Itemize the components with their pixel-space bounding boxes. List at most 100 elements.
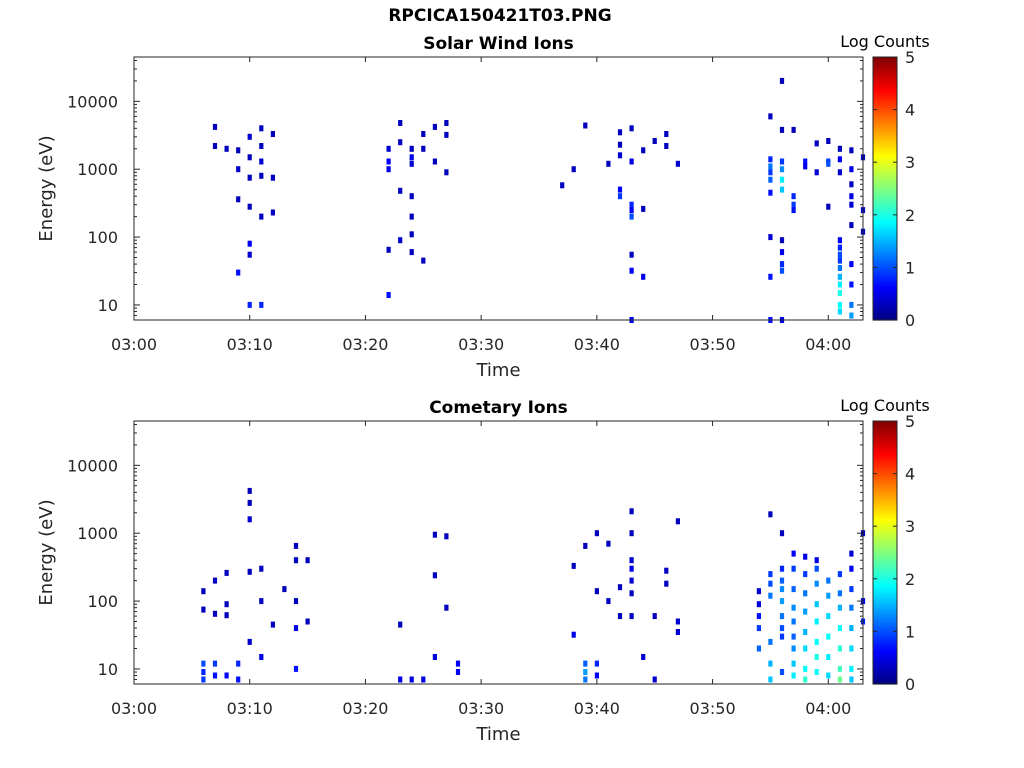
colorbar-segment xyxy=(873,247,897,251)
colorbar-segment xyxy=(873,291,897,295)
data-cell xyxy=(837,237,842,244)
data-cell xyxy=(814,618,819,625)
colorbar-segment xyxy=(873,467,897,470)
data-cell xyxy=(444,131,449,138)
data-cell xyxy=(837,290,842,296)
data-cell xyxy=(247,154,252,161)
data-cell xyxy=(282,586,287,593)
colorbar-frame xyxy=(872,56,898,321)
colorbar-segment xyxy=(873,456,897,459)
data-cell xyxy=(768,676,773,683)
colorbar-segment xyxy=(873,311,897,315)
colorbar-segment xyxy=(873,267,897,271)
data-cell xyxy=(779,237,785,244)
colorbar-segment xyxy=(873,445,897,448)
data-cell xyxy=(837,604,842,611)
data-cell xyxy=(247,133,252,140)
data-cell xyxy=(259,172,264,179)
data-cell xyxy=(849,281,854,288)
data-cell xyxy=(409,213,414,220)
data-cell xyxy=(247,240,252,247)
data-cell xyxy=(779,158,785,165)
colorbar-segment xyxy=(873,295,897,299)
data-cell xyxy=(768,234,773,241)
colorbar-segment xyxy=(873,280,897,284)
x-tick-label: 03:50 xyxy=(690,335,736,354)
colorbar-segment xyxy=(873,648,897,652)
data-cell xyxy=(826,203,831,210)
data-cell xyxy=(247,301,252,308)
data-cell xyxy=(849,166,854,173)
data-cell xyxy=(455,660,461,667)
colorbar-segment xyxy=(873,107,897,111)
data-cell xyxy=(779,261,785,268)
data-cell xyxy=(791,672,796,679)
data-cell xyxy=(386,246,391,253)
data-cell xyxy=(259,565,264,572)
data-cell xyxy=(259,213,264,220)
colorbar-segment xyxy=(873,300,897,304)
colorbar-segment xyxy=(873,278,897,282)
colorbar-segment xyxy=(873,462,897,466)
colorbar-segment xyxy=(873,67,897,71)
x-tick-label: 03:10 xyxy=(227,699,273,718)
data-cell xyxy=(779,126,785,133)
data-cell xyxy=(583,669,588,675)
colorbar-segment xyxy=(873,631,897,635)
data-cell xyxy=(421,676,426,683)
data-cell xyxy=(409,231,414,238)
data-cell xyxy=(803,629,808,635)
data-cell xyxy=(641,654,646,660)
colorbar-segment xyxy=(873,429,897,433)
data-cell xyxy=(803,163,808,170)
colorbar-segment xyxy=(873,284,897,288)
colorbar-segment xyxy=(873,197,897,201)
colorbar-segment xyxy=(873,447,897,451)
colorbar-segment xyxy=(873,513,897,516)
colorbar-segment xyxy=(873,265,897,268)
data-cell xyxy=(201,669,206,675)
colorbar-segment xyxy=(873,129,897,133)
colorbar-segment xyxy=(873,273,897,277)
data-cell xyxy=(652,138,657,144)
colorbar-segment xyxy=(873,605,897,608)
data-cell xyxy=(803,665,808,672)
data-cell xyxy=(444,169,449,176)
colorbar-segment xyxy=(873,263,897,266)
data-cell xyxy=(224,601,229,608)
data-cell xyxy=(791,604,796,611)
data-cell xyxy=(617,141,623,148)
colorbar-segment xyxy=(873,96,897,100)
x-tick-label: 03:00 xyxy=(111,699,157,718)
colorbar-segment xyxy=(873,124,897,128)
data-cell xyxy=(421,131,426,137)
data-cell xyxy=(849,193,854,200)
data-cell xyxy=(849,301,854,308)
colorbar-segment xyxy=(873,458,897,462)
colorbar-segment xyxy=(873,89,897,93)
colorbar-segment xyxy=(873,157,897,161)
data-cell xyxy=(849,676,854,683)
data-cell xyxy=(837,308,842,315)
colorbar-segment xyxy=(873,190,897,194)
data-cell xyxy=(386,145,391,152)
colorbar-segment xyxy=(873,616,897,619)
colorbar-segment xyxy=(873,545,897,549)
data-cell xyxy=(768,169,773,176)
data-cell xyxy=(675,518,680,525)
data-cell xyxy=(629,207,634,214)
data-cell xyxy=(259,301,264,308)
data-cell xyxy=(259,598,264,605)
data-cell xyxy=(583,676,588,683)
data-cell xyxy=(201,606,206,613)
x-tick-label: 03:40 xyxy=(574,699,620,718)
colorbar-segment xyxy=(873,600,897,604)
x-tick-label: 03:30 xyxy=(458,335,504,354)
data-cell xyxy=(606,598,611,605)
data-cell xyxy=(803,158,808,165)
data-cell xyxy=(421,257,426,264)
data-cell xyxy=(398,120,403,126)
y-tick-label: 10000 xyxy=(67,456,118,475)
data-cell xyxy=(791,645,796,652)
